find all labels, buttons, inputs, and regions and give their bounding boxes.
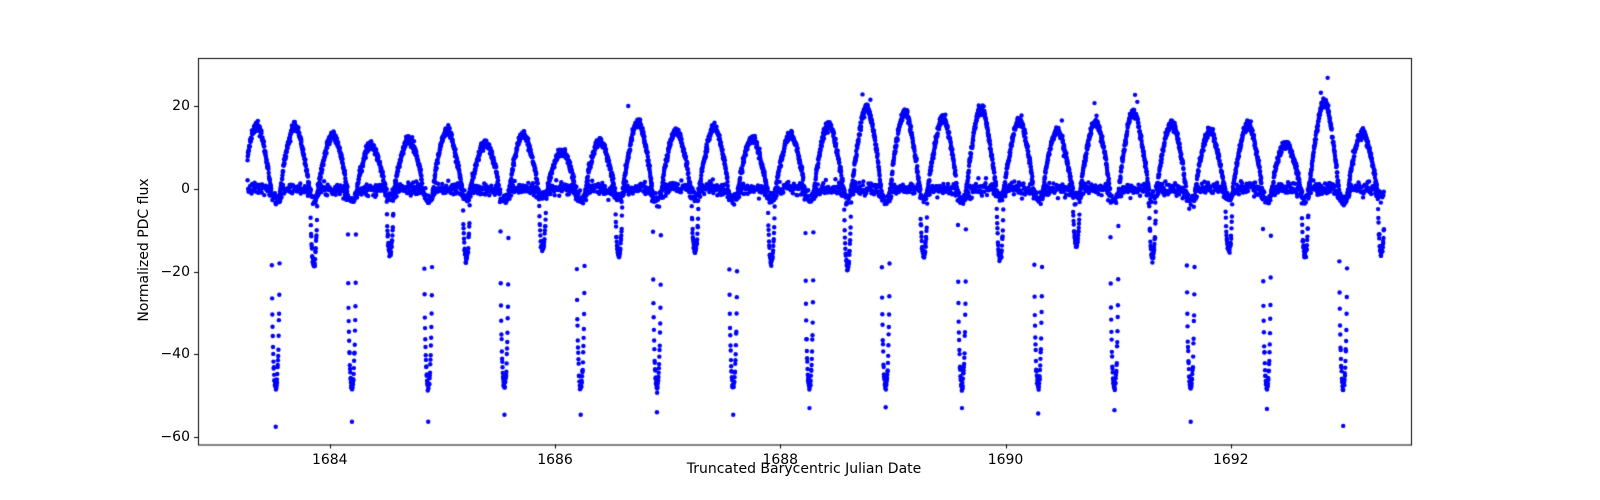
x-axis-label: Truncated Barycentric Julian Date bbox=[686, 461, 922, 477]
x-tick-label: 1688 bbox=[762, 451, 799, 468]
x-tick-label: 1690 bbox=[987, 451, 1024, 468]
y-tick-label: 0 bbox=[181, 180, 190, 197]
y-tick-label: −20 bbox=[160, 263, 190, 280]
x-tick-label: 1686 bbox=[537, 451, 573, 468]
y-tick-label: −40 bbox=[160, 346, 190, 363]
y-tick-label: −60 bbox=[160, 429, 190, 446]
y-axis-label: Normalized PDC flux bbox=[136, 178, 152, 322]
y-tick-label: 20 bbox=[172, 98, 190, 114]
x-tick-label: 1692 bbox=[1212, 451, 1249, 468]
x-tick-label: 1684 bbox=[311, 451, 348, 468]
